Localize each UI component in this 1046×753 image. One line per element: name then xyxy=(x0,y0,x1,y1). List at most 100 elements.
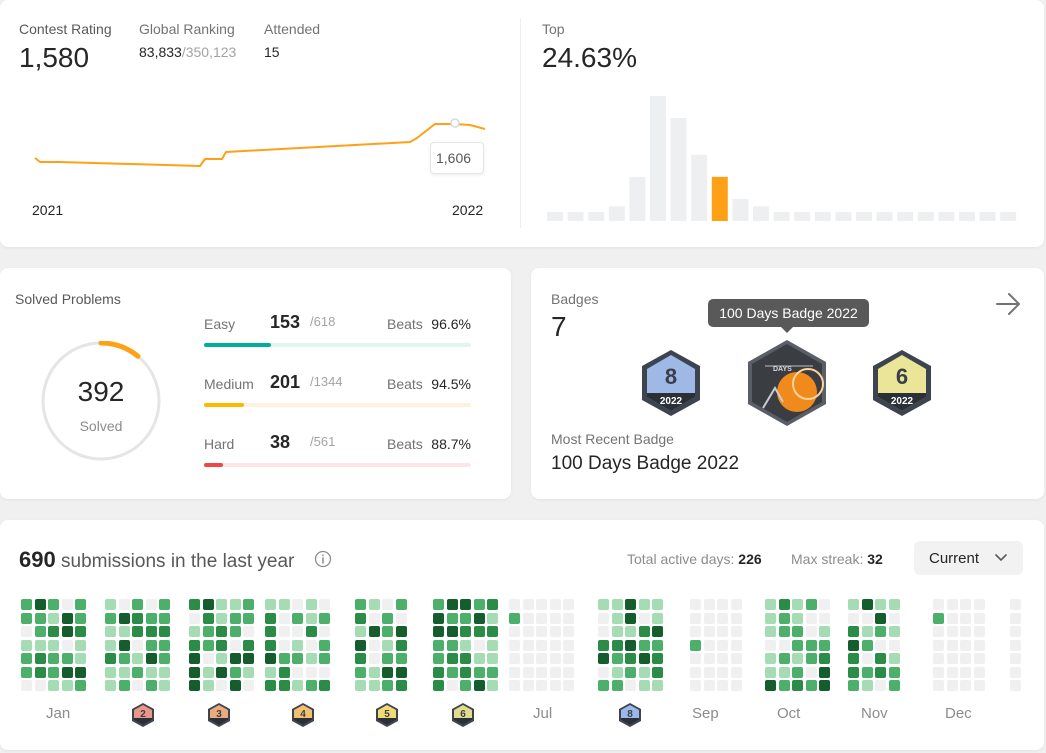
heatmap-cell[interactable] xyxy=(690,639,701,651)
heatmap-cell[interactable] xyxy=(973,612,985,624)
heatmap-cell[interactable] xyxy=(778,639,790,651)
heatmap-cell[interactable] xyxy=(189,653,200,664)
heatmap-cell[interactable] xyxy=(933,599,944,610)
heatmap-cell[interactable] xyxy=(875,599,886,610)
heatmap-cell[interactable] xyxy=(960,666,971,678)
heatmap-cell[interactable] xyxy=(765,626,776,637)
heatmap-cell[interactable] xyxy=(1010,639,1021,651)
heatmap-cell[interactable] xyxy=(625,653,636,664)
heatmap-cell[interactable] xyxy=(132,639,143,651)
heatmap-cell[interactable] xyxy=(118,612,130,624)
heatmap-cell[interactable] xyxy=(509,599,520,610)
heatmap-cell[interactable] xyxy=(446,599,458,610)
heatmap-cell[interactable] xyxy=(487,653,498,664)
heatmap-cell[interactable] xyxy=(319,653,330,664)
heatmap-cell[interactable] xyxy=(848,599,859,610)
heatmap-cell[interactable] xyxy=(946,653,958,664)
heatmap-cell[interactable] xyxy=(778,612,790,624)
heatmap-cell[interactable] xyxy=(319,639,330,651)
submission-heatmap[interactable] xyxy=(0,520,1044,750)
heatmap-cell[interactable] xyxy=(473,639,485,651)
heatmap-cell[interactable] xyxy=(973,599,985,610)
heatmap-cell[interactable] xyxy=(652,653,663,664)
heatmap-cell[interactable] xyxy=(611,680,623,691)
heatmap-cell[interactable] xyxy=(305,612,317,624)
heatmap-cell[interactable] xyxy=(536,626,547,637)
heatmap-cell[interactable] xyxy=(875,680,886,691)
heatmap-cell[interactable] xyxy=(509,653,520,664)
heatmap-cell[interactable] xyxy=(105,653,116,664)
month-badge-mar-icon[interactable]: 3 xyxy=(207,702,231,728)
month-badge-aug-icon[interactable]: 8 xyxy=(618,702,642,728)
heatmap-cell[interactable] xyxy=(973,680,985,691)
heatmap-cell[interactable] xyxy=(536,639,547,651)
heatmap-cell[interactable] xyxy=(473,653,485,664)
heatmap-cell[interactable] xyxy=(368,653,380,664)
heatmap-cell[interactable] xyxy=(319,666,330,678)
heatmap-cell[interactable] xyxy=(973,666,985,678)
heatmap-cell[interactable] xyxy=(433,599,444,610)
heatmap-cell[interactable] xyxy=(875,612,886,624)
heatmap-cell[interactable] xyxy=(778,680,790,691)
heatmap-cell[interactable] xyxy=(265,639,276,651)
heatmap-cell[interactable] xyxy=(145,599,157,610)
heatmap-cell[interactable] xyxy=(765,639,776,651)
heatmap-cell[interactable] xyxy=(638,680,650,691)
heatmap-cell[interactable] xyxy=(598,599,609,610)
heatmap-cell[interactable] xyxy=(888,680,900,691)
heatmap-cell[interactable] xyxy=(536,680,547,691)
heatmap-cell[interactable] xyxy=(75,639,86,651)
heatmap-cell[interactable] xyxy=(118,639,130,651)
heatmap-cell[interactable] xyxy=(598,653,609,664)
heatmap-cell[interactable] xyxy=(243,666,254,678)
heatmap-cell[interactable] xyxy=(598,626,609,637)
heatmap-cell[interactable] xyxy=(792,626,803,637)
heatmap-cell[interactable] xyxy=(549,666,561,678)
heatmap-cell[interactable] xyxy=(652,626,663,637)
heatmap-cell[interactable] xyxy=(778,666,790,678)
heatmap-cell[interactable] xyxy=(229,612,241,624)
heatmap-cell[interactable] xyxy=(105,612,116,624)
heatmap-cell[interactable] xyxy=(355,639,366,651)
heatmap-cell[interactable] xyxy=(433,626,444,637)
heatmap-cell[interactable] xyxy=(652,639,663,651)
heatmap-cell[interactable] xyxy=(229,599,241,610)
heatmap-cell[interactable] xyxy=(522,666,534,678)
heatmap-cell[interactable] xyxy=(717,626,728,637)
heatmap-cell[interactable] xyxy=(473,612,485,624)
heatmap-cell[interactable] xyxy=(382,666,393,678)
heatmap-cell[interactable] xyxy=(132,626,143,637)
heatmap-cell[interactable] xyxy=(690,653,701,664)
heatmap-cell[interactable] xyxy=(48,612,59,624)
heatmap-cell[interactable] xyxy=(446,666,458,678)
heatmap-cell[interactable] xyxy=(563,599,574,610)
heatmap-cell[interactable] xyxy=(703,639,715,651)
heatmap-cell[interactable] xyxy=(888,639,900,651)
heatmap-cell[interactable] xyxy=(189,680,200,691)
heatmap-cell[interactable] xyxy=(703,626,715,637)
heatmap-cell[interactable] xyxy=(105,599,116,610)
heatmap-cell[interactable] xyxy=(1010,599,1021,610)
heatmap-cell[interactable] xyxy=(946,680,958,691)
heatmap-cell[interactable] xyxy=(159,639,170,651)
heatmap-cell[interactable] xyxy=(433,680,444,691)
heatmap-cell[interactable] xyxy=(229,666,241,678)
heatmap-cell[interactable] xyxy=(34,666,46,678)
heatmap-cell[interactable] xyxy=(536,599,547,610)
heatmap-cell[interactable] xyxy=(132,666,143,678)
heatmap-cell[interactable] xyxy=(933,639,944,651)
heatmap-cell[interactable] xyxy=(717,653,728,664)
heatmap-cell[interactable] xyxy=(703,680,715,691)
heatmap-cell[interactable] xyxy=(132,680,143,691)
heatmap-cell[interactable] xyxy=(778,626,790,637)
heatmap-cell[interactable] xyxy=(861,626,873,637)
heatmap-cell[interactable] xyxy=(611,666,623,678)
heatmap-cell[interactable] xyxy=(1010,626,1021,637)
heatmap-cell[interactable] xyxy=(888,666,900,678)
heatmap-cell[interactable] xyxy=(861,653,873,664)
heatmap-cell[interactable] xyxy=(473,626,485,637)
heatmap-cell[interactable] xyxy=(960,599,971,610)
heatmap-cell[interactable] xyxy=(75,666,86,678)
heatmap-cell[interactable] xyxy=(382,639,393,651)
rating-line-chart[interactable] xyxy=(20,100,500,180)
